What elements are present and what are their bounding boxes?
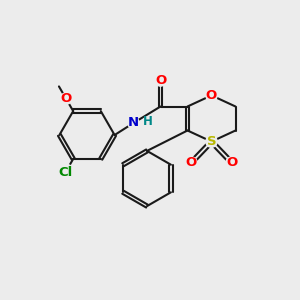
Circle shape: [128, 117, 139, 129]
Circle shape: [206, 136, 217, 147]
Circle shape: [57, 164, 74, 181]
Circle shape: [143, 117, 153, 126]
Text: O: O: [206, 89, 217, 102]
Text: S: S: [207, 135, 216, 148]
Text: N: N: [128, 116, 139, 130]
Text: O: O: [155, 74, 166, 87]
Text: Cl: Cl: [58, 166, 73, 179]
Text: H: H: [143, 115, 153, 128]
Circle shape: [155, 75, 166, 86]
Text: O: O: [60, 92, 72, 105]
Circle shape: [206, 90, 217, 101]
Circle shape: [226, 157, 237, 168]
Circle shape: [186, 157, 197, 168]
Text: O: O: [186, 156, 197, 169]
Circle shape: [60, 93, 72, 104]
Text: O: O: [226, 156, 237, 169]
